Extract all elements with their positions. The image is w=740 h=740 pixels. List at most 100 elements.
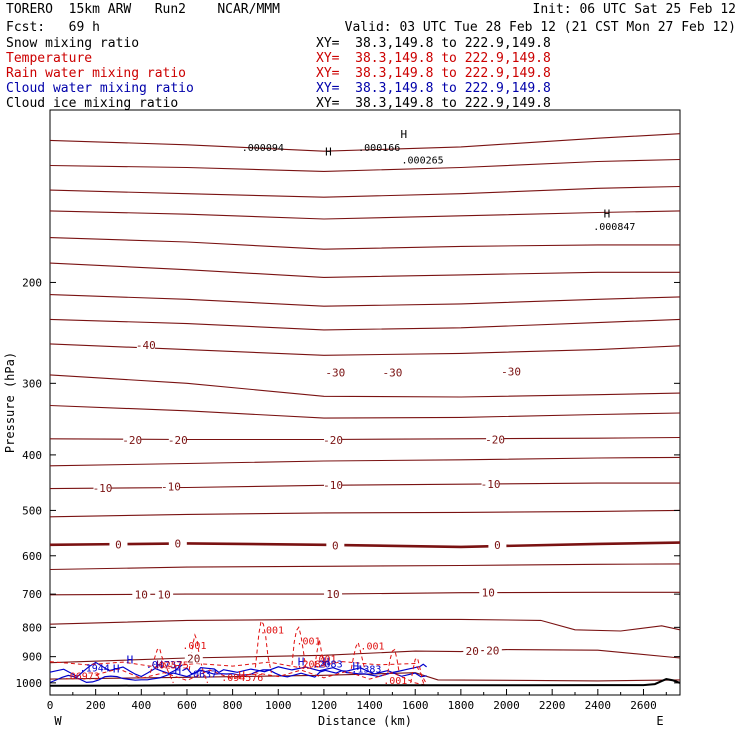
max-marker: H [238,669,245,682]
isotherm-label: 10 [482,587,495,600]
y-tick-label: 300 [22,377,42,390]
y-tick-label: 1000 [16,677,43,690]
isotherm-label: -20 [122,434,142,447]
max-marker: H [353,660,360,673]
isotherm-label-background [324,588,343,600]
isotherm-line [49,185,681,198]
isotherm-label: 10 [158,588,171,601]
isotherm-line [49,133,681,152]
value-label: .000166 [358,143,400,154]
isotherm-label-background [136,338,155,350]
x-tick-label: 1400 [356,699,383,712]
rain-contour [291,626,307,668]
isotherm-label-background [324,434,343,446]
isotherm-label: 20 [466,645,479,658]
isotherm-line [49,237,680,250]
isotherm-label: -30 [501,365,521,378]
legend-xy-cloud-ice: XY= 38.3,149.8 to 222.9,149.8 [316,96,551,111]
cloud-water-contour [49,667,427,684]
value-label: .001 [297,636,321,647]
max-marker: H [323,655,330,668]
isotherm-label: 20 [187,653,200,666]
isotherm-line [49,456,681,467]
y-axis-label: Pressure (hPa) [3,352,17,453]
rain-contour [188,633,208,684]
value-label: .1944 [80,663,110,674]
x-tick-label: 1000 [265,699,292,712]
isotherm-line [49,294,681,307]
isotherm-line [49,482,680,490]
isotherm-label: -20 [168,434,188,447]
isotherm-line [49,509,681,518]
isotherm-label: 0 [115,538,122,551]
isotherm-label-background [161,480,180,492]
rain-contour [149,647,174,684]
max-marker: H [113,663,120,676]
value-label: .001 [313,655,337,666]
isotherm-label-background [168,434,187,446]
isotherm-label-background [481,478,500,490]
rain-contour [254,619,272,673]
y-tick-label: 900 [22,651,42,664]
legend-name-cloud-water: Cloud water mixing ratio [6,81,194,96]
isotherm-label-background [132,588,151,600]
x-axis-label: Distance (km) [318,714,412,728]
value-label: .06973 [64,672,100,683]
isotherm-line [49,318,681,331]
isotherm-label-background [109,538,128,550]
rain-contour [314,639,325,667]
rain-contour [410,657,425,686]
isotherm-label: 20 [486,644,499,657]
rain-contour [387,648,400,673]
legend-xy-rain: XY= 38.3,149.8 to 222.9,149.8 [316,66,551,81]
max-marker: H [156,658,163,671]
isotherm-line [49,649,681,664]
isotherm-label: -30 [382,366,402,379]
isotherm-line [49,436,681,441]
isotherm-line [49,210,681,220]
x-tick-label: 200 [86,699,106,712]
isotherm-line [49,563,681,571]
init-time: Init: 06 UTC Sat 25 Feb 12 [532,2,737,17]
value-label: .04737 [146,660,182,671]
value-label: .000847 [593,222,635,233]
isotherm-label-background [326,539,345,551]
y-tick-label: 700 [22,588,42,601]
isotherm-label: -20 [485,434,505,447]
legend-xy-snow: XY= 38.3,149.8 to 222.9,149.8 [316,36,551,51]
valid-time: Valid: 03 UTC Tue 28 Feb 12 (21 CST Mon … [344,20,736,35]
x-tick-label: 2400 [585,699,612,712]
isotherm-line [49,343,681,356]
cloud-water-contour [49,661,183,678]
isotherm-label-background [479,586,498,598]
isotherm-label-background [155,588,174,600]
x-tick-label: 2200 [539,699,566,712]
x-tick-label: 2600 [630,699,657,712]
max-marker: H [400,128,407,141]
max-marker: H [604,207,611,220]
legend-name-rain: Rain water mixing ratio [6,66,187,81]
value-label: .001 [182,641,206,652]
isotherm-label-background [463,645,482,657]
isotherm-label: 0 [175,537,182,550]
value-label: .001 [260,625,284,636]
value-label: .2083 [297,659,327,670]
isotherm-line [49,404,681,419]
x-tick-label: 800 [223,699,243,712]
x-tick-label: 2000 [493,699,520,712]
isotherm-label: -30 [325,366,345,379]
legend-name-temperature: Temperature [6,51,93,66]
value-label: .001 [383,676,407,687]
max-marker: H [298,655,305,668]
isotherm-label-background [488,538,507,550]
isotherm-label-background [486,433,505,445]
isotherm-label-background [93,482,112,494]
isotherm-line [49,158,681,172]
isotherm-line [49,541,681,549]
isotherm-line [49,374,681,398]
isotherm-label-background [483,644,502,656]
y-tick-label: 600 [22,550,42,563]
y-tick-label: 500 [22,504,42,517]
isotherm-line [49,618,681,632]
y-tick-label: 200 [22,276,42,289]
